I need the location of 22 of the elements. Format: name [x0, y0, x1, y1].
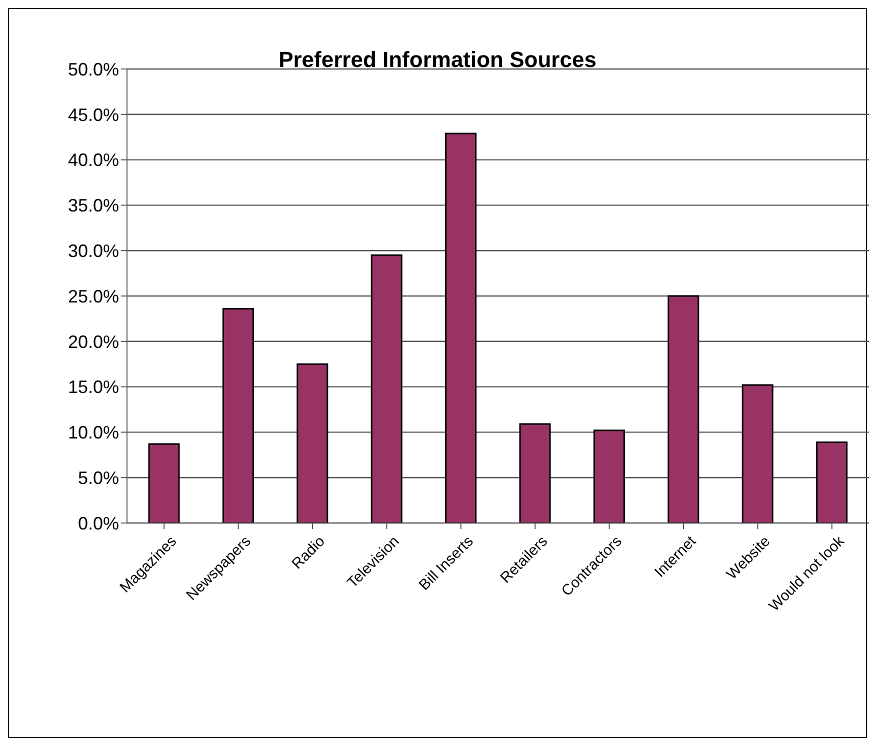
- y-tick-label: 20.0%: [68, 332, 119, 352]
- y-tick-label: 50.0%: [68, 59, 119, 80]
- bar: [593, 430, 625, 523]
- y-tick-label: 45.0%: [68, 104, 119, 125]
- y-tick-label: 35.0%: [68, 196, 119, 216]
- y-tick-label: 10.0%: [68, 422, 119, 443]
- y-tick-label: 15.0%: [68, 377, 119, 398]
- y-tick-label: 40.0%: [68, 150, 119, 170]
- bar: [445, 132, 477, 523]
- bar: [742, 384, 774, 523]
- y-tick-label: 0.0%: [78, 513, 119, 534]
- y-tick-label: 30.0%: [68, 240, 119, 261]
- bar: [816, 441, 848, 523]
- bar: [222, 308, 254, 523]
- chart-title: Preferred Information Sources: [278, 47, 596, 72]
- bar: [148, 443, 180, 523]
- bar: [370, 254, 402, 523]
- bar: [668, 295, 700, 523]
- bar: [519, 423, 551, 523]
- bar: [296, 363, 328, 523]
- y-tick-label: 5.0%: [78, 468, 119, 488]
- y-tick-label: 25.0%: [68, 286, 119, 306]
